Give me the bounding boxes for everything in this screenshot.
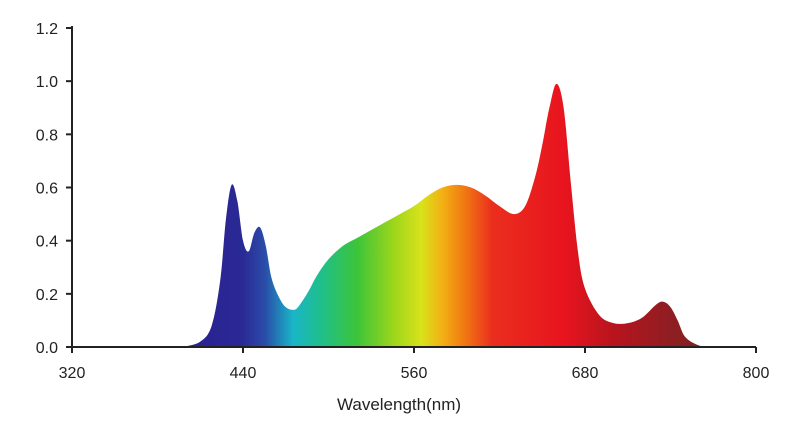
x-tick-label: 800 [743, 365, 770, 382]
x-tick-label: 320 [59, 365, 86, 382]
y-tick-label: 1.0 [36, 74, 58, 91]
y-tick-label: 1.2 [36, 21, 58, 38]
x-tick-label: 440 [230, 365, 257, 382]
x-tick-labels: 320 440 560 680 800 [59, 365, 770, 382]
y-tick-label: 0.0 [36, 340, 58, 357]
axes [66, 26, 757, 353]
y-tick-label: 0.8 [36, 127, 58, 144]
y-tick-label: 0.2 [36, 287, 58, 304]
y-tick-label: 0.6 [36, 181, 58, 198]
y-tick-label: 0.4 [36, 234, 58, 251]
y-tick-labels: 0.0 0.2 0.4 0.6 0.8 1.0 1.2 [36, 21, 58, 357]
x-tick-label: 680 [572, 365, 599, 382]
x-tick-label: 560 [401, 365, 428, 382]
x-axis-title: Wavelength(nm) [337, 395, 461, 414]
spectrum-area [183, 83, 721, 347]
